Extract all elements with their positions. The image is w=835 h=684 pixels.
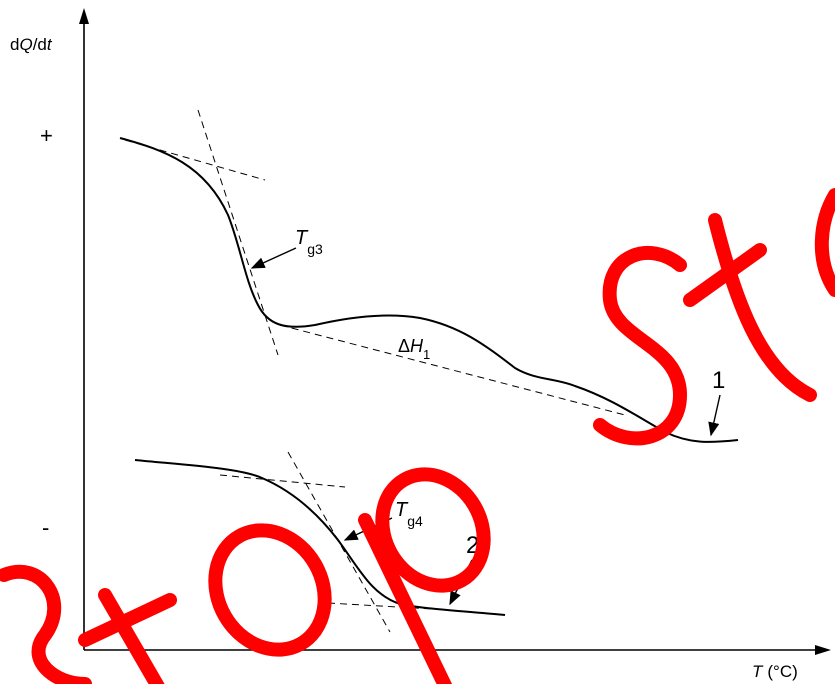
tg3-t: T xyxy=(295,227,309,249)
dh-h: H xyxy=(410,336,424,356)
y-label-d: d xyxy=(10,35,19,54)
tg3-arrow xyxy=(250,247,297,269)
x-axis-label: T (°C) xyxy=(752,662,798,681)
tg4-sub: g4 xyxy=(407,513,423,529)
y-label-q: Q xyxy=(19,35,32,54)
y-label-t: t xyxy=(47,35,53,54)
tangents-curve-1 xyxy=(124,109,626,416)
dh-sub: 1 xyxy=(423,347,430,362)
tg4-label: Tg4 xyxy=(395,499,423,529)
curve-1-label: 1 xyxy=(712,367,725,394)
tg3-sub: g3 xyxy=(307,241,323,257)
x-label-unit: (°C) xyxy=(767,662,797,681)
x-label-t: T xyxy=(752,662,764,681)
y-axis-label: dQ/dt xyxy=(10,35,53,54)
delta-h-label: ΔH1 xyxy=(398,336,430,362)
y-axis-arrow-icon xyxy=(79,8,89,24)
tg3-label: Tg3 xyxy=(295,227,323,257)
curve-1-arrow xyxy=(708,394,721,437)
watermark xyxy=(0,188,835,684)
y-label-slash-d: /d xyxy=(33,35,47,54)
tangents-curve-2 xyxy=(219,451,451,633)
dh-delta: Δ xyxy=(398,336,410,356)
x-axis-arrow-icon xyxy=(815,645,831,655)
minus-marker: - xyxy=(42,515,49,540)
plus-marker: + xyxy=(40,123,53,148)
curve-1 xyxy=(119,137,739,443)
tg4-t: T xyxy=(395,499,409,521)
